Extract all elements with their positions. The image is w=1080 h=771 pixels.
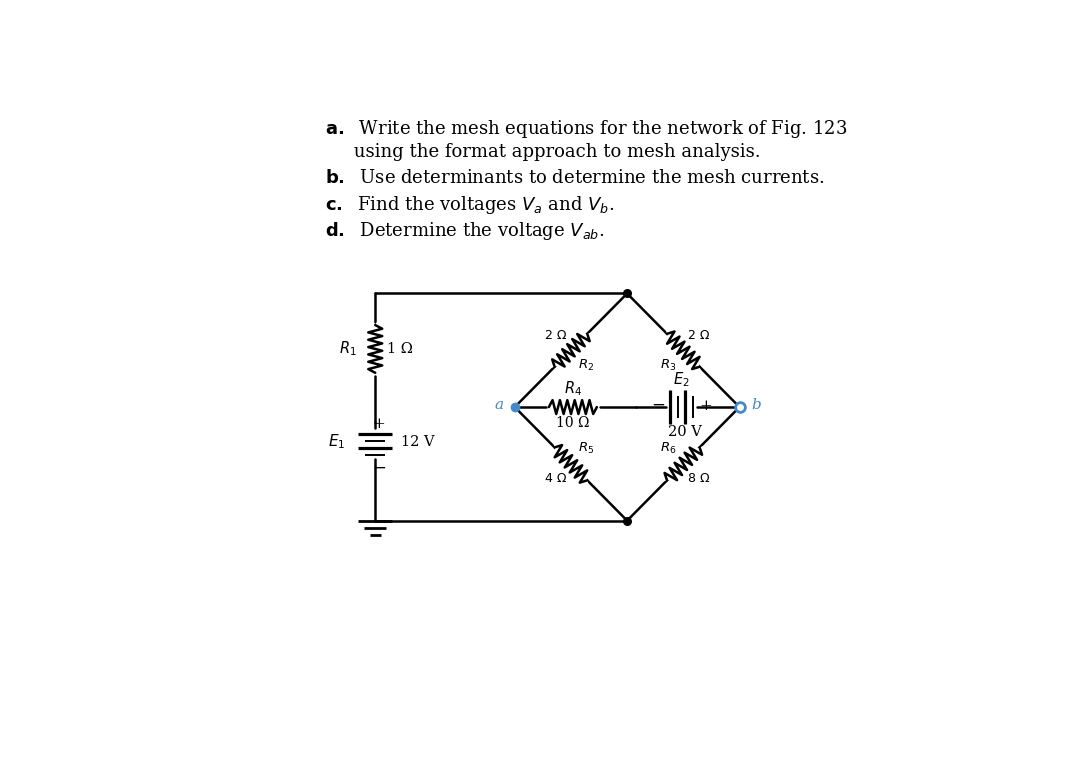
Text: $\mathbf{d.}$  Determine the voltage $V_{ab}$.: $\mathbf{d.}$ Determine the voltage $V_{… bbox=[325, 220, 605, 241]
Text: b: b bbox=[752, 398, 761, 412]
Text: $E_1$: $E_1$ bbox=[328, 433, 346, 452]
Text: 12 V: 12 V bbox=[401, 435, 434, 449]
Text: using the format approach to mesh analysis.: using the format approach to mesh analys… bbox=[325, 143, 760, 161]
Text: $R_5$: $R_5$ bbox=[578, 441, 594, 456]
Text: 4 Ω: 4 Ω bbox=[544, 473, 566, 486]
Text: $R_1$: $R_1$ bbox=[339, 339, 357, 359]
Text: $R_6$: $R_6$ bbox=[660, 441, 676, 456]
Text: −: − bbox=[373, 460, 386, 476]
Text: $R_4$: $R_4$ bbox=[564, 379, 582, 398]
Text: $\mathbf{c.}$  Find the voltages $V_a$ and $V_b$.: $\mathbf{c.}$ Find the voltages $V_a$ an… bbox=[325, 194, 615, 216]
Text: 8 Ω: 8 Ω bbox=[688, 473, 710, 486]
Text: 2 Ω: 2 Ω bbox=[544, 328, 566, 342]
Text: +: + bbox=[373, 416, 386, 431]
Text: a: a bbox=[495, 398, 503, 412]
Text: $\mathbf{b.}$  Use determinants to determine the mesh currents.: $\mathbf{b.}$ Use determinants to determ… bbox=[325, 169, 824, 187]
Text: $R_2$: $R_2$ bbox=[579, 358, 594, 373]
Text: $E_2$: $E_2$ bbox=[673, 370, 690, 389]
Text: 20 V: 20 V bbox=[669, 425, 702, 439]
Text: +: + bbox=[700, 399, 713, 412]
Text: −: − bbox=[651, 397, 665, 414]
Text: 2 Ω: 2 Ω bbox=[688, 328, 710, 342]
Text: $R_3$: $R_3$ bbox=[660, 358, 676, 373]
Text: 1 Ω: 1 Ω bbox=[387, 342, 413, 356]
Text: 10 Ω: 10 Ω bbox=[556, 416, 590, 430]
Text: $\mathbf{a.}$  Write the mesh equations for the network of Fig. 123: $\mathbf{a.}$ Write the mesh equations f… bbox=[325, 118, 847, 140]
